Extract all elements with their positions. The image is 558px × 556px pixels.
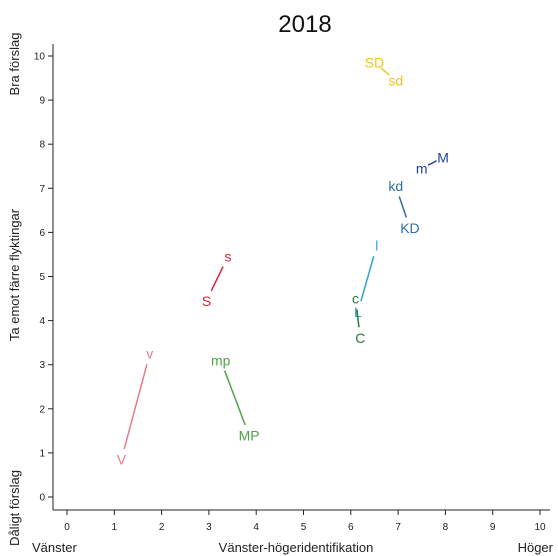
party-pair: mM bbox=[416, 149, 449, 176]
x-tick-label: 6 bbox=[348, 522, 354, 533]
party-point-label: v bbox=[146, 346, 153, 362]
x-tick-label: 5 bbox=[301, 522, 307, 533]
y-tick-label: 3 bbox=[39, 360, 45, 371]
party-point-label: L bbox=[354, 304, 362, 320]
y-tick-label: 6 bbox=[39, 228, 45, 239]
y-axis-top-label: Bra förslag bbox=[7, 33, 22, 96]
party-pair: Ss bbox=[202, 249, 231, 309]
party-connector-line bbox=[360, 255, 375, 302]
party-pair: kd KD bbox=[388, 178, 419, 236]
y-tick-label: 1 bbox=[39, 448, 45, 459]
x-tick-label: 10 bbox=[534, 522, 546, 533]
y-axis-label: Ta emot färre flyktingar bbox=[7, 208, 22, 341]
x-tick-label: 4 bbox=[253, 522, 259, 533]
chart-title: 2018 bbox=[278, 11, 331, 38]
x-axis-right-label: Höger bbox=[518, 540, 554, 555]
y-axis-bottom-label: Dåligt förslag bbox=[7, 470, 22, 546]
party-pair: cC bbox=[352, 291, 365, 347]
party-point-label: SD bbox=[365, 55, 384, 71]
party-point-label: c bbox=[352, 291, 359, 307]
party-point-label: s bbox=[224, 249, 231, 265]
party-connector-line bbox=[356, 309, 360, 328]
party-pair: lL bbox=[354, 238, 378, 320]
x-tick-label: 3 bbox=[206, 522, 212, 533]
party-connector-line bbox=[398, 196, 408, 218]
x-tick-label: 8 bbox=[443, 522, 449, 533]
x-tick-label: 2 bbox=[159, 522, 165, 533]
party-point-label: m bbox=[416, 160, 428, 176]
party-connector-line bbox=[380, 67, 390, 76]
y-tick-label: 0 bbox=[39, 493, 45, 504]
x-axis-left-label: Vänster bbox=[32, 540, 77, 555]
party-point-label: V bbox=[117, 452, 127, 468]
party-point-label: MP bbox=[239, 427, 260, 443]
x-axis-label: Vänster-högeridentifikation bbox=[219, 540, 374, 555]
y-tick-label: 9 bbox=[39, 96, 45, 107]
y-tick-label: 8 bbox=[39, 140, 45, 151]
y-tick-label: 2 bbox=[39, 404, 45, 415]
party-pair: mp MP bbox=[211, 352, 260, 443]
party-point-label: C bbox=[355, 330, 365, 346]
y-tick-label: 7 bbox=[39, 184, 45, 195]
x-tick-label: 0 bbox=[64, 522, 70, 533]
axes: 0 1 2 3 4 5 6 7 8 9 10 0 1 2 3 4 5 6 7 8 9 10 bbox=[34, 44, 550, 533]
x-tick-label: 7 bbox=[395, 522, 401, 533]
party-point-label: l bbox=[375, 238, 378, 254]
party-connector-line bbox=[427, 160, 437, 166]
party-connector-line bbox=[210, 266, 224, 292]
party-point-label: sd bbox=[388, 72, 403, 88]
y-tick-label: 4 bbox=[39, 316, 45, 327]
y-tick-label: 5 bbox=[39, 272, 45, 283]
party-connector-line bbox=[123, 364, 148, 450]
party-point-label: S bbox=[202, 293, 211, 309]
party-point-label: KD bbox=[400, 220, 419, 236]
party-point-label: M bbox=[437, 149, 449, 165]
party-connector-line bbox=[223, 370, 246, 426]
x-tick-label: 9 bbox=[490, 522, 496, 533]
x-tick-label: 1 bbox=[112, 522, 118, 533]
party-pair: Vv bbox=[117, 346, 154, 468]
party-point-label: kd bbox=[388, 178, 403, 194]
party-point-label: mp bbox=[211, 352, 231, 368]
y-tick-label: 10 bbox=[34, 52, 46, 63]
